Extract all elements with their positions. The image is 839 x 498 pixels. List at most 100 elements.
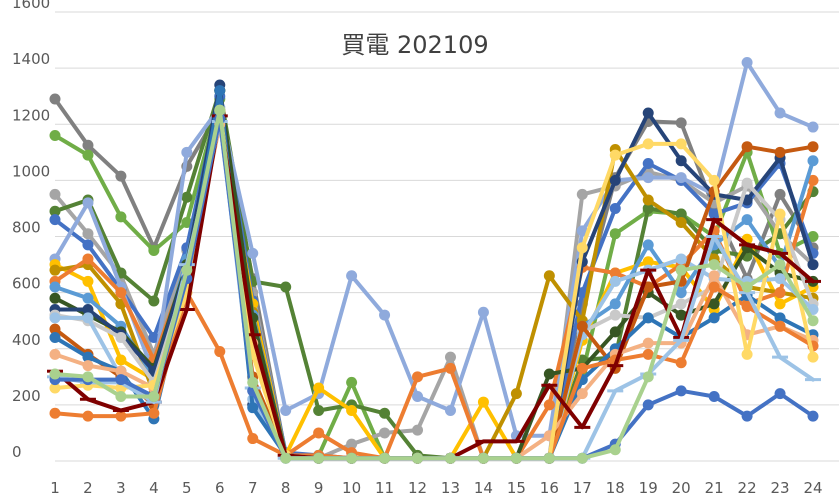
data-point <box>675 216 687 228</box>
data-point <box>346 270 358 282</box>
y-tick-label: 800 <box>12 219 41 237</box>
data-point <box>82 292 94 304</box>
data-point <box>115 287 127 299</box>
data-point <box>642 399 654 411</box>
data-point <box>609 174 621 186</box>
data-point <box>82 253 94 265</box>
x-tick-label: 8 <box>281 479 291 497</box>
data-point <box>807 315 819 327</box>
data-point <box>82 371 94 383</box>
data-point <box>741 410 753 422</box>
data-point <box>807 141 819 153</box>
data-point <box>379 452 391 464</box>
data-point <box>642 194 654 206</box>
data-point <box>82 275 94 287</box>
data-point <box>576 188 588 200</box>
data-point <box>346 376 358 388</box>
data-point <box>609 326 621 338</box>
chart-title: 買電 202109 <box>341 31 488 59</box>
data-point <box>82 228 94 240</box>
y-tick-label: 1200 <box>12 106 50 124</box>
data-point <box>510 388 522 400</box>
data-point <box>609 275 621 287</box>
data-point <box>313 452 325 464</box>
series-line <box>53 108 815 461</box>
data-point <box>642 337 654 349</box>
data-point <box>675 208 687 220</box>
data-point <box>675 117 687 129</box>
data-point <box>412 452 424 464</box>
data-point <box>807 351 819 363</box>
data-point <box>708 174 720 186</box>
data-point <box>412 371 424 383</box>
data-point <box>280 452 292 464</box>
y-tick-label: 1600 <box>12 0 50 12</box>
x-tick-label: 1 <box>50 479 60 497</box>
data-point <box>675 253 687 265</box>
data-point <box>115 374 127 386</box>
data-point <box>774 287 786 299</box>
data-point <box>642 138 654 150</box>
data-point <box>708 390 720 402</box>
data-point <box>313 404 325 416</box>
data-point <box>576 362 588 374</box>
data-point <box>477 306 489 318</box>
data-point <box>675 357 687 369</box>
x-tick-label: 13 <box>441 479 460 497</box>
x-tick-label: 5 <box>182 479 192 497</box>
series-23 <box>49 104 819 464</box>
data-point <box>49 188 61 200</box>
data-point <box>708 312 720 324</box>
data-point <box>609 298 621 310</box>
x-tick-label: 3 <box>116 479 126 497</box>
data-point <box>280 281 292 293</box>
data-point <box>741 348 753 360</box>
series-9 <box>49 107 819 464</box>
series-group <box>47 57 821 464</box>
y-tick-label: 1400 <box>12 50 50 68</box>
data-point <box>576 242 588 254</box>
x-tick-label: 11 <box>375 479 394 497</box>
data-point <box>807 259 819 271</box>
data-point <box>543 368 555 380</box>
y-axis-ticks: 0 200 400 600 800 1000 1200 1400 1600 <box>12 0 50 461</box>
data-point <box>675 155 687 167</box>
data-point <box>774 273 786 285</box>
data-point <box>214 346 226 358</box>
x-tick-label: 21 <box>705 479 724 497</box>
data-point <box>444 351 456 363</box>
y-tick-label: 1000 <box>12 162 50 180</box>
x-tick-label: 18 <box>606 479 625 497</box>
data-point <box>774 188 786 200</box>
data-point <box>741 281 753 293</box>
data-point <box>444 452 456 464</box>
series-6 <box>49 57 819 442</box>
data-point <box>543 452 555 464</box>
data-point <box>807 410 819 422</box>
data-point <box>148 245 160 257</box>
data-point <box>82 303 94 315</box>
data-point <box>115 170 127 182</box>
series-2 <box>49 93 819 464</box>
y-tick-label: 0 <box>12 443 22 461</box>
data-point <box>115 354 127 366</box>
data-point <box>642 158 654 170</box>
data-point <box>181 146 193 158</box>
data-point <box>214 85 226 97</box>
x-tick-label: 17 <box>573 479 592 497</box>
data-point <box>609 267 621 279</box>
data-point <box>148 332 160 344</box>
data-point <box>148 390 160 402</box>
data-point <box>675 385 687 397</box>
data-point <box>576 225 588 237</box>
data-point <box>82 360 94 372</box>
data-point <box>379 427 391 439</box>
data-point <box>708 281 720 293</box>
data-point <box>49 312 61 324</box>
x-tick-label: 9 <box>314 479 324 497</box>
data-point <box>642 312 654 324</box>
data-point <box>774 320 786 332</box>
data-point <box>510 452 522 464</box>
data-point <box>49 281 61 293</box>
data-point <box>708 298 720 310</box>
